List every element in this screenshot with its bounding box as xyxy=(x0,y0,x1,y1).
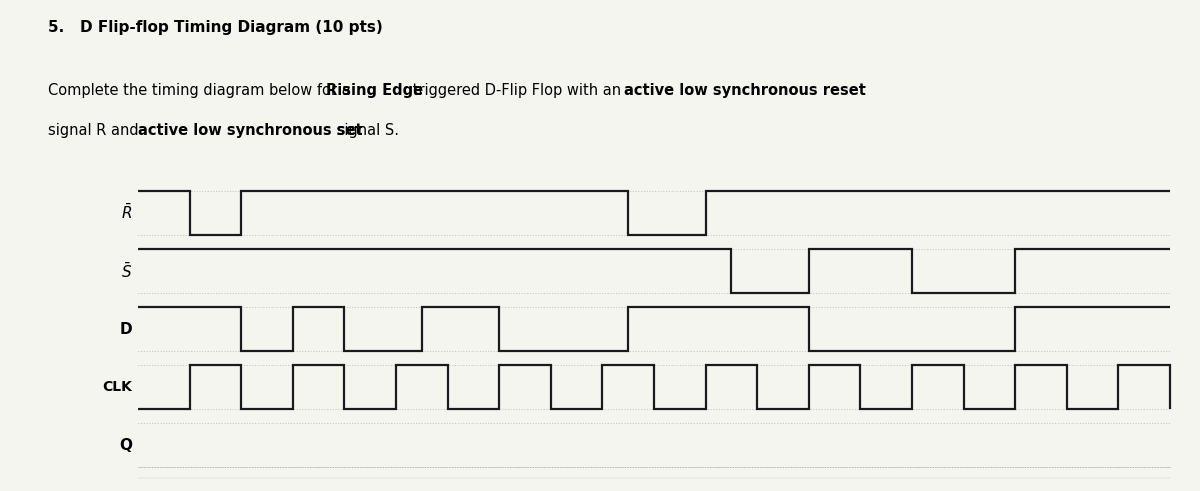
Text: CLK: CLK xyxy=(102,380,132,394)
Text: active low synchronous set: active low synchronous set xyxy=(138,123,364,138)
Text: triggered D-Flip Flop with an: triggered D-Flip Flop with an xyxy=(408,83,626,99)
Text: Complete the timing diagram below for a: Complete the timing diagram below for a xyxy=(48,83,355,99)
Text: $\bar{S}$: $\bar{S}$ xyxy=(121,261,132,280)
Text: Rising Edge: Rising Edge xyxy=(326,83,424,99)
Text: $\bar{R}$: $\bar{R}$ xyxy=(121,203,132,222)
Text: D: D xyxy=(119,322,132,336)
Text: 5.   D Flip-flop Timing Diagram (10 pts): 5. D Flip-flop Timing Diagram (10 pts) xyxy=(48,20,383,35)
Text: active low synchronous reset: active low synchronous reset xyxy=(624,83,866,99)
Text: signal S.: signal S. xyxy=(332,123,398,138)
Text: Q: Q xyxy=(119,438,132,453)
Text: signal R and: signal R and xyxy=(48,123,143,138)
